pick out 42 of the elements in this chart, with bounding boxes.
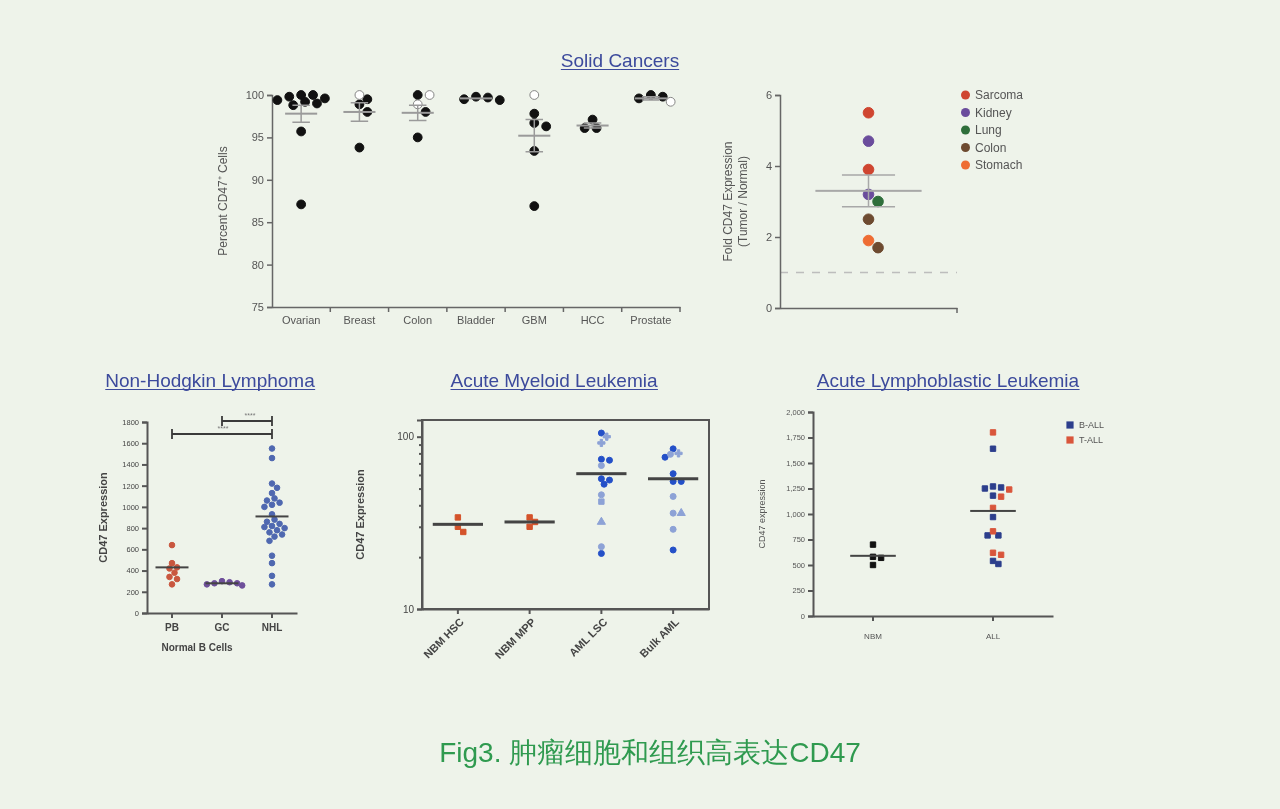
y-axis-title: CD47 Expression [354, 468, 366, 560]
x-tick-label: Breast [343, 313, 376, 326]
chart-title: Acute Myeloid Leukemia [450, 369, 658, 391]
x-tick-label: GBM [521, 313, 547, 326]
x-tick-label: Prostate [630, 313, 672, 326]
legend-label: Sarcoma [975, 88, 1024, 102]
y-tick-label: 95 [251, 131, 264, 144]
y-tick-label: 6 [765, 89, 772, 102]
x-tick-label: ALL [985, 631, 1001, 641]
x-tick-label: Colon [403, 313, 433, 326]
y-axis-title: CD47 Expression [97, 471, 109, 563]
y-tick-label: 85 [251, 216, 264, 229]
chart-title: Solid Cancers [560, 49, 680, 71]
legend-label: T-ALL [1079, 435, 1104, 445]
x-tick-label: HCC [580, 313, 605, 326]
legend-label: Stomach [975, 158, 1023, 172]
x-tick-label: Bladder [457, 313, 496, 326]
y-axis-title: Percent CD47⁺ Cells [216, 146, 230, 256]
x-tick-label: Ovarian [281, 313, 321, 326]
y-tick-label: 2 [765, 231, 772, 244]
legend-label: B-ALL [1079, 420, 1105, 430]
y-tick-label: 0 [765, 302, 772, 315]
legend-label: Lung [975, 123, 1002, 137]
y-tick-label: 4 [765, 160, 772, 173]
y-tick-label: 10 [402, 603, 415, 615]
x-tick-label: NBM [864, 631, 883, 641]
y-axis-title: CD47 expression [757, 479, 767, 549]
x-tick-label: GC [214, 622, 230, 634]
y-tick-label: 80 [251, 258, 264, 271]
chart-title: Non-Hodgkin Lymphoma [105, 369, 316, 391]
y-axis-title: Fold CD47 Expression (Tumor / Normal) [720, 141, 750, 262]
caption: Fig3. 肿瘤细胞和组织高表达CD47 [439, 736, 861, 768]
y-tick-label: 100 [245, 89, 264, 102]
y-tick-label: 90 [251, 173, 264, 186]
chart-title: Acute Lymphoblastic Leukemia [816, 369, 1080, 391]
x-tick-label: NHL [261, 622, 283, 634]
legend-label: Kidney [975, 105, 1012, 120]
legend-label: Colon [975, 140, 1007, 155]
y-tick-label: 100 [397, 431, 415, 443]
x-axis-title: Normal B Cells [161, 641, 233, 653]
y-tick-label: 75 [251, 301, 264, 314]
x-tick-label: PB [165, 622, 179, 634]
